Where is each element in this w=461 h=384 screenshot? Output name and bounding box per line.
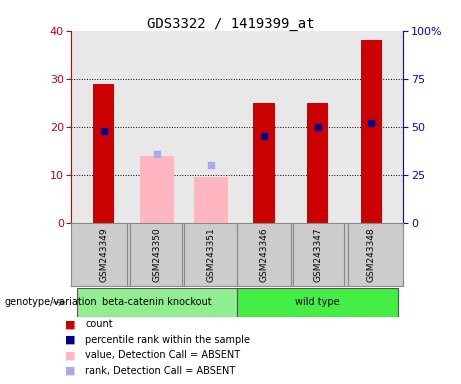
Bar xyxy=(93,84,114,223)
Text: GSM243349: GSM243349 xyxy=(99,227,108,282)
Bar xyxy=(307,103,328,223)
Text: wild type: wild type xyxy=(296,297,340,308)
Text: GDS3322 / 1419399_at: GDS3322 / 1419399_at xyxy=(147,17,314,31)
Text: GSM243346: GSM243346 xyxy=(260,227,269,282)
Bar xyxy=(254,103,275,223)
Bar xyxy=(77,288,237,317)
Text: GSM243348: GSM243348 xyxy=(367,227,376,282)
Text: ■: ■ xyxy=(65,366,75,376)
Text: GSM243347: GSM243347 xyxy=(313,227,322,282)
Text: count: count xyxy=(85,319,113,329)
Bar xyxy=(140,156,174,223)
Text: ■: ■ xyxy=(65,350,75,360)
Bar xyxy=(361,40,382,223)
Bar xyxy=(194,177,228,223)
Text: value, Detection Call = ABSENT: value, Detection Call = ABSENT xyxy=(85,350,240,360)
Text: rank, Detection Call = ABSENT: rank, Detection Call = ABSENT xyxy=(85,366,236,376)
Text: GSM243350: GSM243350 xyxy=(153,227,162,282)
Text: GSM243351: GSM243351 xyxy=(206,227,215,282)
Text: beta-catenin knockout: beta-catenin knockout xyxy=(102,297,212,308)
Text: percentile rank within the sample: percentile rank within the sample xyxy=(85,335,250,345)
Text: ■: ■ xyxy=(65,335,75,345)
Bar xyxy=(237,288,398,317)
Text: ■: ■ xyxy=(65,319,75,329)
Text: genotype/variation: genotype/variation xyxy=(5,297,97,308)
